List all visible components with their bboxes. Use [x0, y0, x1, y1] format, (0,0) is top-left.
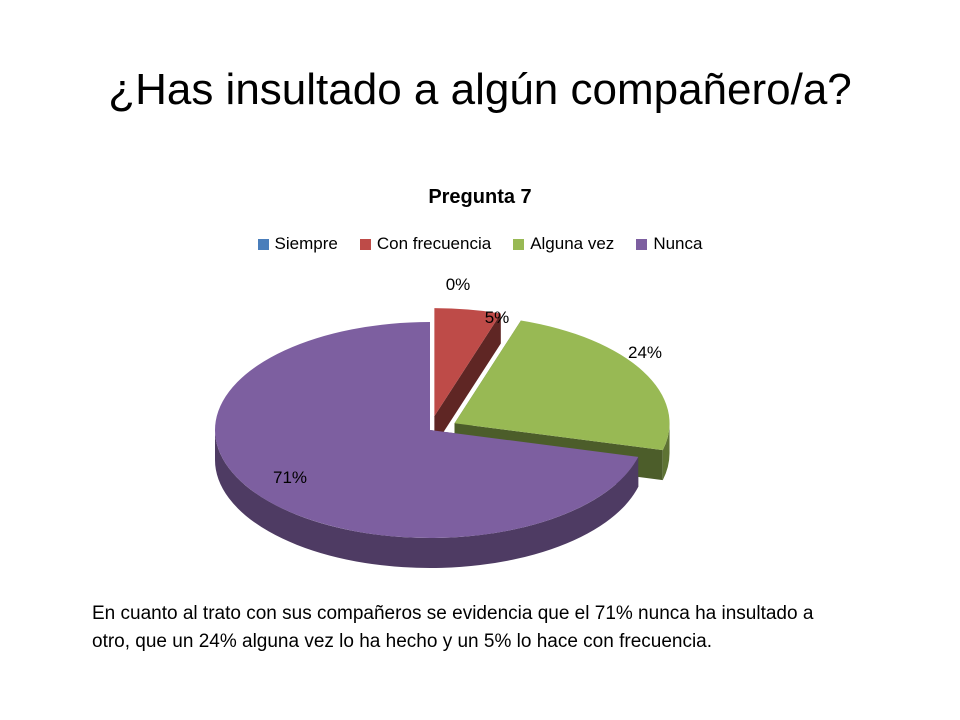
- pie-slice-con-frecuencia: [434, 308, 501, 417]
- legend-item-siempre: Siempre: [257, 234, 338, 254]
- legend-item-con-frecuencia: Con frecuencia: [359, 234, 492, 254]
- chart-legend: Siempre Con frecuencia Alguna vez Nunca: [0, 234, 960, 254]
- legend-item-nunca: Nunca: [636, 234, 702, 254]
- pie-side-alguna-vez: [662, 423, 670, 481]
- pie-side-nunca: [215, 430, 639, 568]
- data-label-siempre: 0%: [446, 275, 471, 294]
- chart-title: Pregunta 7: [428, 186, 532, 208]
- legend-swatch: [359, 238, 371, 250]
- legend-item-alguna-vez: Alguna vez: [513, 234, 614, 254]
- legend-label: Nunca: [653, 234, 703, 253]
- legend-swatch: [513, 238, 525, 250]
- legend-label: Alguna vez: [530, 234, 615, 253]
- pie-cut-con-frecuencia: [434, 313, 501, 447]
- pie-slice-alguna-vez: [454, 320, 670, 451]
- legend-swatch: [257, 238, 269, 250]
- caption-text: En cuanto al trato con sus compañeros se…: [92, 603, 814, 652]
- legend-label: Con frecuencia: [376, 234, 492, 253]
- data-label-nunca: 71%: [273, 468, 307, 487]
- legend-swatch: [636, 238, 648, 250]
- legend-label: Siempre: [274, 234, 338, 253]
- data-label-alguna-vez: 24%: [628, 343, 662, 362]
- slide-title: ¿Has insultado a algún compañero/a?: [108, 65, 852, 114]
- data-label-con-frecuencia: 5%: [485, 308, 510, 327]
- pie-slice-nunca: [215, 322, 639, 539]
